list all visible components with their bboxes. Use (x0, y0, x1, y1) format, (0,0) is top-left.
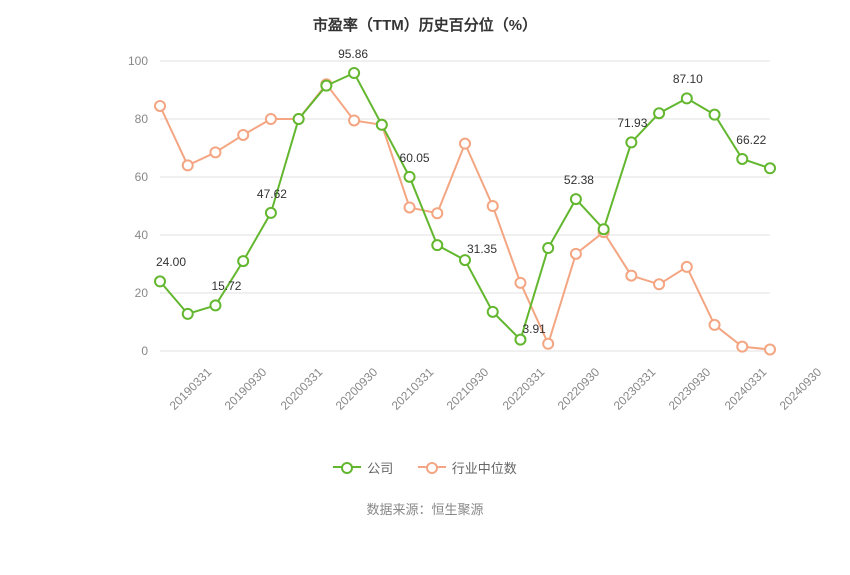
series-marker (238, 256, 248, 266)
legend-swatch-company (333, 466, 361, 468)
legend-label-industry: 行业中位数 (452, 458, 517, 477)
series-marker (626, 271, 636, 281)
series-marker (571, 249, 581, 259)
series-marker (599, 224, 609, 234)
legend-item-company: 公司 (333, 458, 393, 477)
data-label: 52.38 (564, 173, 594, 187)
data-label: 66.22 (736, 133, 766, 147)
legend-swatch-industry (418, 466, 446, 468)
series-marker (654, 279, 664, 289)
series-marker (183, 309, 193, 319)
series-marker (460, 255, 470, 265)
series-marker (515, 335, 525, 345)
data-label: 60.05 (400, 151, 430, 165)
data-label: 71.93 (617, 116, 647, 130)
line-chart: 0204060801002019033120190930202003312020… (70, 51, 780, 431)
x-axis-label: 20240930 (777, 365, 825, 413)
series-marker (210, 300, 220, 310)
series-marker (488, 201, 498, 211)
y-axis-label: 100 (70, 54, 148, 68)
series-marker (765, 163, 775, 173)
series-marker (654, 108, 664, 118)
data-label: 87.10 (673, 72, 703, 86)
series-marker (543, 243, 553, 253)
data-source-label: 数据来源：恒生聚源 (0, 499, 850, 518)
series-marker (155, 101, 165, 111)
series-marker (626, 137, 636, 147)
series-marker (377, 120, 387, 130)
legend-label-company: 公司 (367, 458, 393, 477)
series-marker (432, 240, 442, 250)
series-marker (737, 154, 747, 164)
data-label: 24.00 (156, 255, 186, 269)
series-marker (710, 110, 720, 120)
series-marker (737, 342, 747, 352)
legend-marker-company-icon (341, 462, 353, 474)
data-label: 31.35 (467, 242, 497, 256)
legend-item-industry: 行业中位数 (418, 458, 517, 477)
series-marker (682, 93, 692, 103)
series-marker (155, 276, 165, 286)
data-label: 95.86 (338, 47, 368, 61)
series-marker (321, 81, 331, 91)
y-axis-label: 80 (70, 112, 148, 126)
series-marker (405, 172, 415, 182)
series-marker (765, 345, 775, 355)
legend-marker-industry-icon (426, 462, 438, 474)
y-axis-label: 0 (70, 344, 148, 358)
series-marker (682, 262, 692, 272)
y-axis-label: 60 (70, 170, 148, 184)
series-marker (405, 202, 415, 212)
data-label: 3.91 (522, 322, 545, 336)
series-industry-line (160, 84, 770, 349)
series-marker (349, 115, 359, 125)
series-marker (543, 339, 553, 349)
data-label: 15.72 (211, 279, 241, 293)
series-marker (488, 307, 498, 317)
y-axis-label: 40 (70, 228, 148, 242)
series-marker (210, 147, 220, 157)
y-axis-label: 20 (70, 286, 148, 300)
series-marker (571, 194, 581, 204)
data-label: 47.62 (257, 187, 287, 201)
series-marker (460, 139, 470, 149)
legend: 公司 行业中位数 (0, 455, 850, 477)
series-marker (294, 114, 304, 124)
series-marker (349, 68, 359, 78)
chart-title: 市盈率（TTM）历史百分位（%） (0, 0, 850, 41)
series-marker (266, 208, 276, 218)
series-marker (266, 114, 276, 124)
series-marker (515, 278, 525, 288)
series-marker (710, 320, 720, 330)
series-marker (432, 208, 442, 218)
series-company-line (160, 73, 770, 340)
series-marker (183, 160, 193, 170)
series-marker (238, 130, 248, 140)
